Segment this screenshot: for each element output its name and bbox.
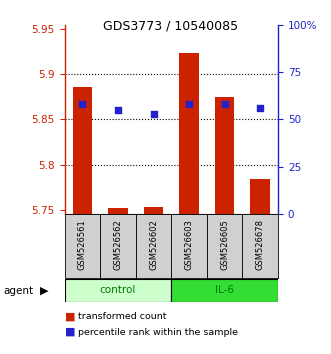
Bar	[179, 53, 199, 214]
Point	[186, 102, 192, 107]
Point	[115, 107, 120, 113]
Text: control: control	[100, 285, 136, 295]
Text: GDS3773 / 10540085: GDS3773 / 10540085	[103, 19, 238, 33]
Bar	[100, 214, 136, 278]
Text: GSM526605: GSM526605	[220, 219, 229, 270]
Text: GSM526562: GSM526562	[114, 219, 122, 270]
Bar	[65, 279, 171, 302]
Text: GSM526561: GSM526561	[78, 219, 87, 270]
Text: GSM526603: GSM526603	[185, 219, 194, 270]
Bar	[251, 179, 270, 214]
Bar	[242, 214, 278, 278]
Bar	[171, 214, 207, 278]
Bar	[144, 207, 163, 214]
Text: agent: agent	[3, 286, 33, 296]
Bar	[65, 214, 100, 278]
Text: ■: ■	[65, 312, 75, 322]
Text: GSM526678: GSM526678	[256, 219, 265, 270]
Bar	[72, 87, 92, 214]
Text: IL-6: IL-6	[215, 285, 234, 295]
Bar	[207, 214, 242, 278]
Text: GSM526602: GSM526602	[149, 219, 158, 270]
Point	[151, 111, 156, 116]
Point	[222, 102, 227, 107]
Bar	[215, 97, 234, 214]
Text: ■: ■	[65, 327, 75, 337]
Text: ▶: ▶	[40, 286, 49, 296]
Text: transformed count: transformed count	[78, 312, 166, 321]
Text: percentile rank within the sample: percentile rank within the sample	[78, 327, 238, 337]
Bar	[171, 279, 278, 302]
Point	[258, 105, 263, 111]
Point	[80, 102, 85, 107]
Bar	[136, 214, 171, 278]
Bar	[108, 208, 128, 214]
